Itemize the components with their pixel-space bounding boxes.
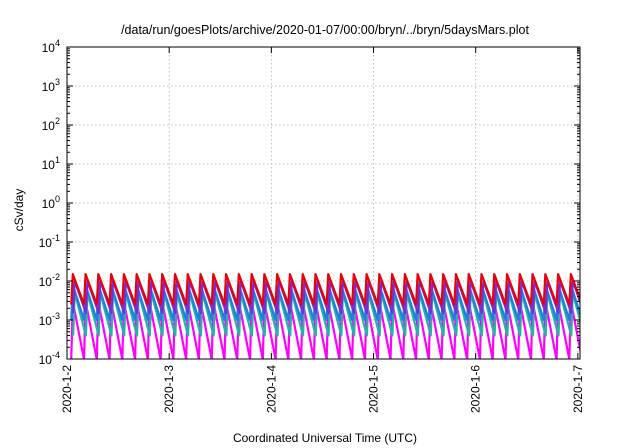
- x-tick-label: 2020-1-3: [162, 365, 176, 413]
- series-line: [70, 273, 580, 306]
- x-tick-label: 2020-1-5: [367, 365, 381, 413]
- y-tick-label: 10-1: [39, 233, 60, 250]
- chart-title: /data/run/goesPlots/archive/2020-01-07/0…: [121, 23, 529, 37]
- x-axis-label: Coordinated Universal Time (UTC): [233, 431, 417, 445]
- x-tick-label: 2020-1-7: [571, 365, 585, 413]
- x-tick-label: 2020-1-6: [469, 365, 483, 413]
- y-tick-label: 10-2: [39, 272, 60, 289]
- y-axis-label: cSv/day: [12, 189, 26, 232]
- y-axis: 10-4 10-3 10-2 10-1 100 101 102 103 104: [39, 38, 580, 367]
- y-tick-label: 10-4: [39, 350, 60, 367]
- x-tick-label: 2020-1-4: [264, 365, 278, 413]
- series-group: [70, 273, 580, 359]
- y-tick-label: 10-3: [39, 311, 60, 328]
- y-tick-label: 102: [42, 116, 60, 133]
- y-tick-label: 104: [42, 38, 60, 55]
- x-axis: 2020-1-2 2020-1-3 2020-1-4 2020-1-5 2020-1-6…: [60, 47, 585, 413]
- x-tick-label: 2020-1-2: [60, 365, 74, 413]
- series-line: [70, 283, 580, 322]
- y-tick-label: 103: [42, 77, 60, 94]
- series-line: [72, 279, 580, 315]
- series-line: [72, 291, 580, 337]
- y-tick-label: 101: [42, 155, 60, 172]
- y-tick-label: 100: [42, 194, 60, 211]
